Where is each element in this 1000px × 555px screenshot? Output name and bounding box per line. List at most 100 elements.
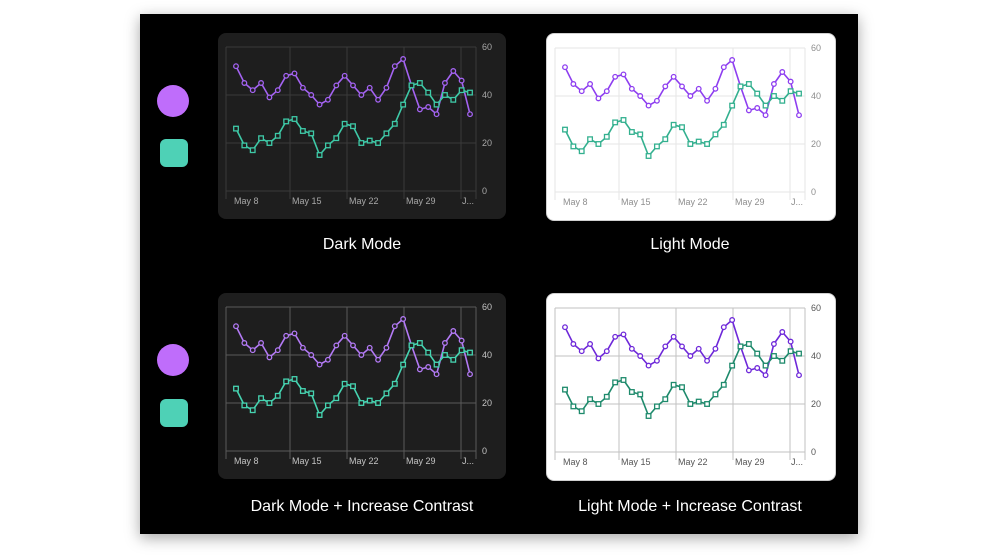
x-tick-label: J...: [791, 457, 803, 467]
series-purple-point: [712, 345, 719, 352]
series-teal-point: [570, 403, 577, 410]
series-teal-point: [258, 135, 265, 142]
series-teal-point: [562, 126, 568, 133]
x-tick-label: May 8: [563, 197, 588, 207]
y-tick-label: 20: [482, 138, 492, 148]
series-purple-point: [450, 68, 457, 74]
series-teal-point: [653, 143, 660, 150]
series-teal-point: [628, 129, 635, 135]
series-purple-point: [570, 81, 577, 87]
series-teal-point: [274, 132, 281, 139]
series-purple-point: [787, 338, 794, 345]
series-purple-point: [299, 344, 306, 351]
series-purple-point: [324, 356, 331, 363]
series-teal-point: [687, 401, 694, 407]
series-purple-point: [620, 331, 627, 338]
series-teal-point: [291, 116, 298, 122]
series-purple-point: [350, 342, 356, 349]
series-purple-point: [291, 70, 298, 77]
series-purple-point: [450, 328, 457, 334]
series-purple-point: [637, 93, 644, 99]
x-tick-label: J...: [462, 196, 474, 206]
series-teal-point: [467, 349, 473, 356]
chart-svg: 0 20 40 60 May 8 May 15 May 22 May 29 J...: [554, 43, 821, 207]
series-teal-point: [383, 130, 390, 137]
series-teal-point: [762, 102, 769, 109]
series-teal-point: [408, 82, 415, 89]
chart-panel-dark-mode-increase-contrast: 0 20 40 60 May 8 May 15 May 22 May 29 J...: [218, 293, 506, 479]
series-teal-point: [679, 124, 685, 131]
series-teal-point: [679, 384, 685, 391]
series-teal-point: [737, 343, 744, 350]
series-purple-point: [670, 333, 677, 340]
chart-panel-light-mode-increase-contrast: 0 20 40 60 May 8 May 15 May 22 May 29 J...: [546, 293, 836, 481]
series-teal-point: [249, 407, 256, 414]
series-purple-point: [433, 371, 440, 378]
series-purple-point: [375, 96, 382, 103]
series-purple-point: [745, 107, 752, 114]
series-teal-point: [341, 380, 348, 387]
x-tick-label: May 29: [735, 457, 765, 467]
x-tick-label: May 29: [406, 456, 436, 466]
series-teal-point: [341, 120, 348, 127]
series-teal-point: [425, 89, 432, 96]
series-teal-point: [266, 400, 273, 406]
series-teal-point: [704, 141, 711, 147]
series-teal-point: [450, 96, 457, 103]
y-tick-label: 60: [482, 302, 492, 312]
series-purple-point: [645, 102, 652, 109]
series-purple-point: [637, 353, 644, 359]
series-teal-point: [433, 101, 440, 108]
y-tick-label: 60: [482, 42, 492, 52]
series-purple-point: [391, 63, 398, 70]
series-teal-point: [653, 403, 660, 410]
x-tick-label: May 29: [735, 197, 765, 207]
series-purple-point: [762, 112, 769, 119]
series-teal-point: [612, 379, 619, 386]
series-teal-point: [704, 401, 711, 407]
series-teal-point: [729, 362, 736, 369]
y-tick-label: 0: [811, 187, 816, 197]
series-purple-point: [233, 63, 239, 70]
series-teal-point: [578, 148, 585, 155]
series-purple-point: [704, 357, 711, 364]
series-purple-point: [299, 84, 306, 91]
series-teal-point: [391, 120, 398, 127]
series-purple-point: [266, 354, 273, 361]
series-teal-point: [720, 381, 727, 388]
x-tick-label: May 22: [349, 196, 379, 206]
series-teal-point: [375, 140, 382, 146]
series-teal-point: [441, 92, 448, 98]
series-teal-point: [458, 87, 465, 94]
series-teal-point: [562, 386, 568, 393]
series-purple-point: [770, 81, 777, 87]
caption-light-mode: Light Mode: [650, 236, 730, 253]
series-teal-point: [299, 388, 306, 394]
series-purple-point: [704, 97, 711, 104]
series-purple-point: [425, 104, 432, 110]
series-teal-point: [637, 131, 644, 138]
series-teal-point: [762, 362, 769, 369]
series-teal-point: [578, 408, 585, 415]
series-teal-point: [695, 138, 702, 145]
series-purple-point: [316, 361, 323, 368]
series-teal-point: [779, 357, 786, 364]
y-tick-label: 40: [482, 350, 492, 360]
series-teal-point: [745, 341, 752, 347]
series-teal-point: [570, 143, 577, 150]
series-teal-point: [729, 102, 736, 109]
series-purple-point: [433, 111, 440, 118]
caption-dark-mode-increase-contrast: Dark Mode + Increase Contrast: [250, 498, 474, 515]
series-purple-point: [383, 344, 390, 351]
series-purple-point: [358, 92, 365, 98]
series-teal-point: [720, 121, 727, 128]
series-purple-point: [308, 92, 315, 98]
series-purple-point: [695, 345, 702, 352]
series-teal-point: [467, 89, 473, 96]
series-teal-point: [316, 152, 323, 158]
series-teal-point: [333, 395, 340, 402]
series-purple-point: [595, 355, 602, 362]
series-teal-point: [391, 380, 398, 387]
series-teal-point: [249, 147, 256, 154]
series-teal-point: [779, 97, 786, 104]
